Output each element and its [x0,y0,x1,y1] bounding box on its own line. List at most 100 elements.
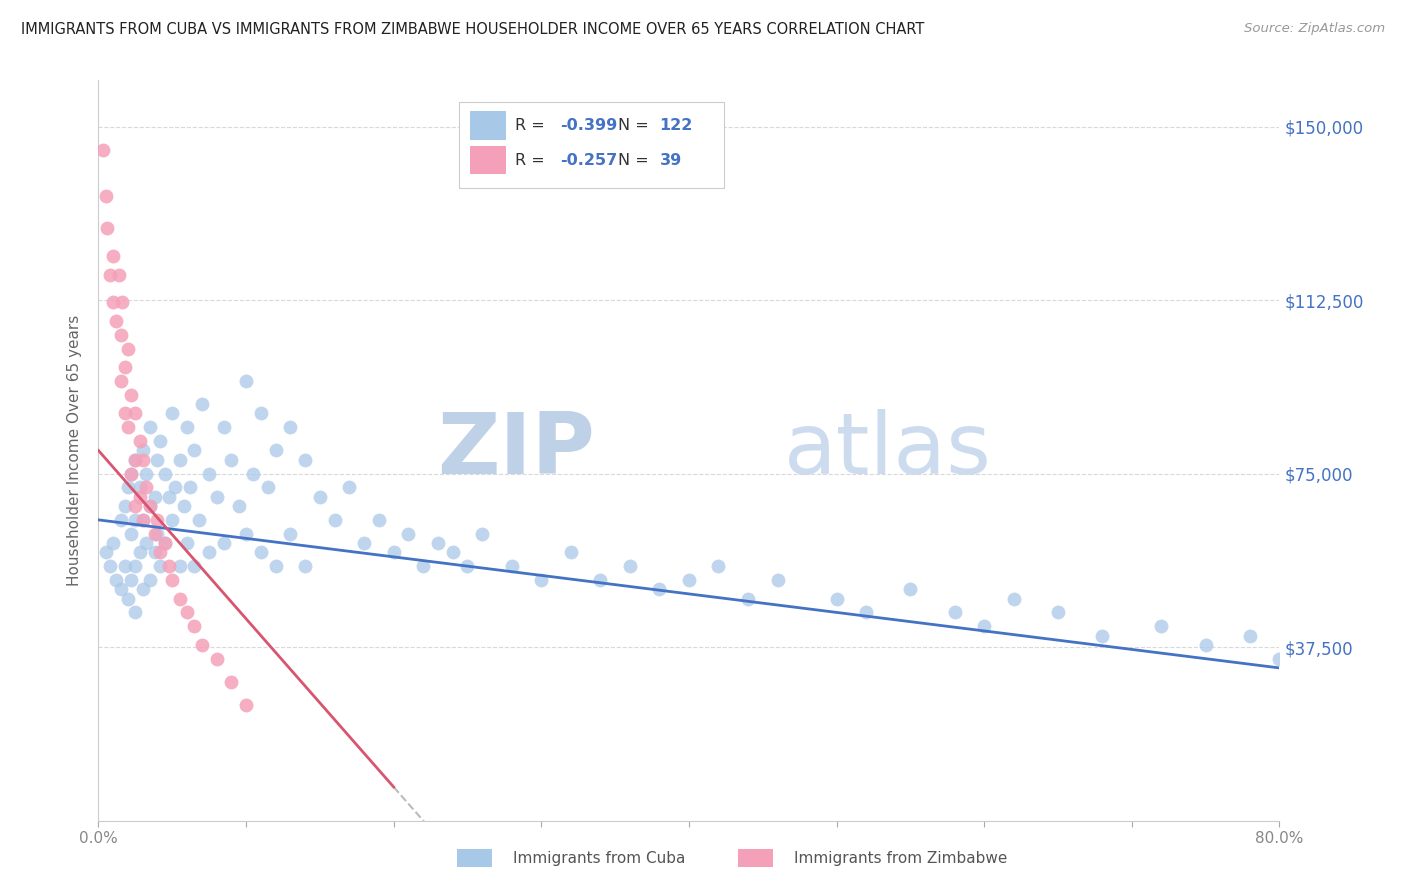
Point [128,490,150,504]
Point [382,545,405,559]
Point [124,452,146,467]
Point [124,499,146,513]
Point [128,545,150,559]
Text: atlas: atlas [783,409,991,492]
Point [183,443,205,458]
Point [120,573,142,587]
Point [294,452,316,467]
Point [132,513,155,527]
Point [678,573,700,587]
Point [339,480,361,494]
Point [176,536,198,550]
Point [132,513,155,527]
Point [169,591,191,606]
Point [114,407,136,421]
Point [191,638,214,652]
Text: R =: R = [516,153,550,168]
Point [412,559,434,574]
Point [110,582,132,597]
Point [153,467,176,481]
Point [124,606,146,620]
Point [132,452,155,467]
Point [560,545,582,559]
Point [132,582,155,597]
Point [1046,606,1070,620]
Point [235,526,257,541]
Point [198,467,221,481]
Point [1195,638,1218,652]
Point [589,573,612,587]
Point [264,559,287,574]
Point [146,513,169,527]
Point [323,513,346,527]
Point [91,143,114,157]
Point [149,545,172,559]
Point [143,526,166,541]
Point [120,526,142,541]
Point [124,513,146,527]
Text: Immigrants from Cuba: Immigrants from Cuba [513,851,686,865]
Text: N =: N = [619,153,654,168]
Point [157,490,180,504]
Point [173,499,195,513]
Point [427,536,450,550]
Point [235,698,257,712]
Point [228,499,250,513]
Point [114,559,136,574]
Point [135,536,157,550]
Point [98,268,121,282]
Point [153,536,176,550]
Point [124,452,146,467]
Point [117,420,139,434]
Point [94,189,117,203]
Point [120,467,142,481]
Point [242,467,264,481]
Point [179,480,201,494]
Point [1239,628,1261,642]
Text: ZIP: ZIP [437,409,595,492]
Point [128,480,150,494]
Point [176,606,198,620]
Point [117,342,139,356]
Point [117,591,139,606]
Point [648,582,671,597]
Point [900,582,922,597]
Point [1002,591,1025,606]
Point [855,606,877,620]
Point [280,526,302,541]
Point [183,619,205,633]
Point [139,420,162,434]
Point [250,545,273,559]
Point [108,268,131,282]
Point [309,490,332,504]
Text: IMMIGRANTS FROM CUBA VS IMMIGRANTS FROM ZIMBABWE HOUSEHOLDER INCOME OVER 65 YEAR: IMMIGRANTS FROM CUBA VS IMMIGRANTS FROM … [21,22,925,37]
Text: -0.399: -0.399 [560,118,617,133]
Point [114,499,136,513]
Point [120,388,142,402]
Point [1091,628,1114,642]
Point [139,499,162,513]
Point [221,674,243,689]
Point [139,573,162,587]
Point [157,559,180,574]
Point [257,480,280,494]
Point [187,513,209,527]
Point [183,559,205,574]
Point [280,420,302,434]
Point [441,545,464,559]
Point [205,651,228,665]
Point [162,573,183,587]
Point [110,513,132,527]
Point [176,420,198,434]
Point [221,452,243,467]
Point [169,559,191,574]
Point [105,573,128,587]
Point [103,249,125,263]
Point [162,407,183,421]
Point [264,443,287,458]
Point [117,480,139,494]
Point [212,420,235,434]
Point [198,545,221,559]
Point [943,606,966,620]
Point [294,559,316,574]
